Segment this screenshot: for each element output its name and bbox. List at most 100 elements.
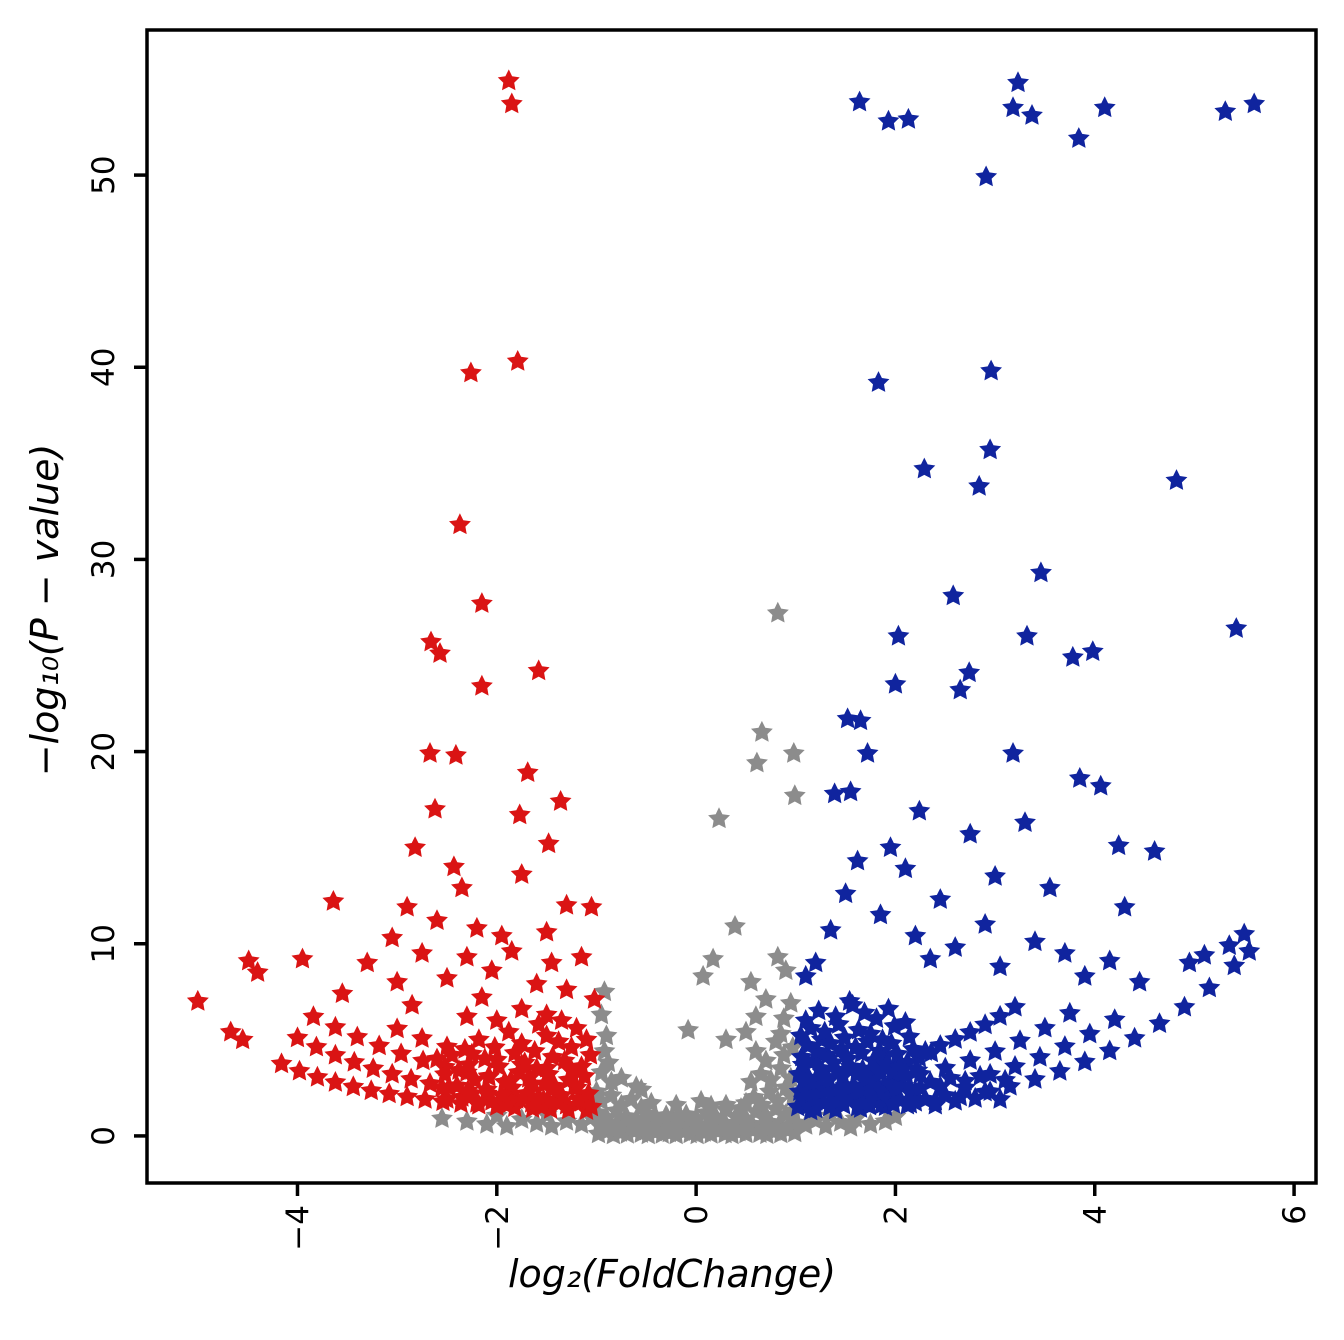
data-point xyxy=(525,972,548,994)
data-point xyxy=(867,371,890,392)
data-point xyxy=(1173,995,1196,1017)
data-point xyxy=(959,1021,982,1042)
data-point xyxy=(448,1059,470,1080)
data-point xyxy=(944,936,967,957)
y-tick-label: 20 xyxy=(86,732,122,771)
data-point xyxy=(563,1074,586,1096)
data-point xyxy=(772,1043,795,1065)
data-point xyxy=(443,855,465,877)
data-point xyxy=(1067,127,1090,148)
data-point xyxy=(839,780,862,802)
x-tick-label: 0 xyxy=(679,1205,715,1225)
data-point xyxy=(331,982,354,1003)
data-point xyxy=(516,761,539,782)
data-point xyxy=(1113,895,1136,917)
data-point xyxy=(324,1015,347,1037)
data-point xyxy=(1198,976,1221,998)
data-point xyxy=(769,1057,792,1078)
data-point xyxy=(527,1013,550,1034)
data-point xyxy=(975,165,998,187)
data-point xyxy=(507,1061,530,1082)
tick-labels: −4 −2 0 2 4 6 0 10 20 30 40 50 xyxy=(86,155,1313,1250)
data-point xyxy=(510,1108,533,1129)
data-point xyxy=(508,803,531,825)
data-point xyxy=(740,1070,762,1092)
x-tick-label: 4 xyxy=(1078,1205,1114,1225)
data-point xyxy=(782,742,805,763)
data-point xyxy=(1193,943,1216,965)
data-point xyxy=(570,1112,593,1134)
data-point xyxy=(1053,941,1076,963)
data-point xyxy=(1223,954,1246,976)
data-point xyxy=(475,1112,498,1134)
data-point xyxy=(456,945,478,967)
data-point xyxy=(497,1020,520,1042)
data-point xyxy=(794,964,817,986)
data-point xyxy=(426,1047,448,1069)
data-point xyxy=(769,1122,792,1144)
data-point xyxy=(894,857,917,879)
data-point xyxy=(485,1104,508,1125)
data-point xyxy=(537,832,560,854)
data-point xyxy=(984,865,1006,886)
data-point xyxy=(396,1085,418,1107)
data-point xyxy=(346,1025,369,1047)
data-point xyxy=(533,1072,556,1094)
data-point xyxy=(616,1122,639,1144)
data-point xyxy=(836,707,859,729)
data-point xyxy=(1148,1012,1171,1033)
data-point xyxy=(411,941,433,963)
data-point xyxy=(807,999,830,1021)
data-point xyxy=(823,782,846,804)
data-point xyxy=(781,1036,804,1057)
data-point xyxy=(735,1020,757,1042)
data-point xyxy=(1007,71,1029,93)
data-point xyxy=(324,1071,347,1092)
data-point xyxy=(356,951,379,973)
data-point xyxy=(360,1079,383,1101)
axes xyxy=(134,28,1318,1196)
data-point xyxy=(441,1043,463,1065)
data-point xyxy=(879,836,902,857)
data-point xyxy=(906,1059,929,1080)
data-point xyxy=(555,1110,578,1131)
data-point xyxy=(590,1003,613,1025)
data-point xyxy=(517,1066,540,1088)
data-point xyxy=(839,1115,862,1137)
data-point xyxy=(535,1003,558,1025)
data-point xyxy=(1165,469,1188,490)
data-point xyxy=(754,1049,777,1071)
data-point xyxy=(322,890,345,911)
data-point xyxy=(705,1115,727,1137)
data-point xyxy=(525,1111,548,1133)
data-point xyxy=(874,1044,897,1066)
data-point xyxy=(954,1076,977,1098)
data-point xyxy=(692,964,714,986)
data-point xyxy=(1123,1026,1146,1048)
data-point xyxy=(286,1026,309,1048)
data-point xyxy=(475,1078,498,1100)
data-point xyxy=(412,1049,434,1071)
data-point xyxy=(434,1062,456,1084)
data-point xyxy=(869,903,892,925)
data-point xyxy=(759,1068,782,1090)
data-point xyxy=(401,993,423,1015)
data-point xyxy=(411,1027,433,1048)
data-point xyxy=(877,997,900,1019)
data-point xyxy=(445,743,467,765)
data-point xyxy=(898,1025,921,1047)
data-point xyxy=(882,1092,905,1114)
data-point xyxy=(291,947,314,969)
data-point xyxy=(754,988,777,1009)
data-point xyxy=(958,661,981,683)
data-point xyxy=(456,1005,478,1027)
data-point xyxy=(989,955,1011,977)
data-point xyxy=(480,1089,503,1111)
data-point xyxy=(1107,834,1130,856)
data-point xyxy=(549,790,572,811)
data-point xyxy=(1081,640,1104,661)
data-point xyxy=(920,1041,943,1063)
data-point xyxy=(745,1005,767,1027)
y-tick-label: 0 xyxy=(86,1126,122,1146)
